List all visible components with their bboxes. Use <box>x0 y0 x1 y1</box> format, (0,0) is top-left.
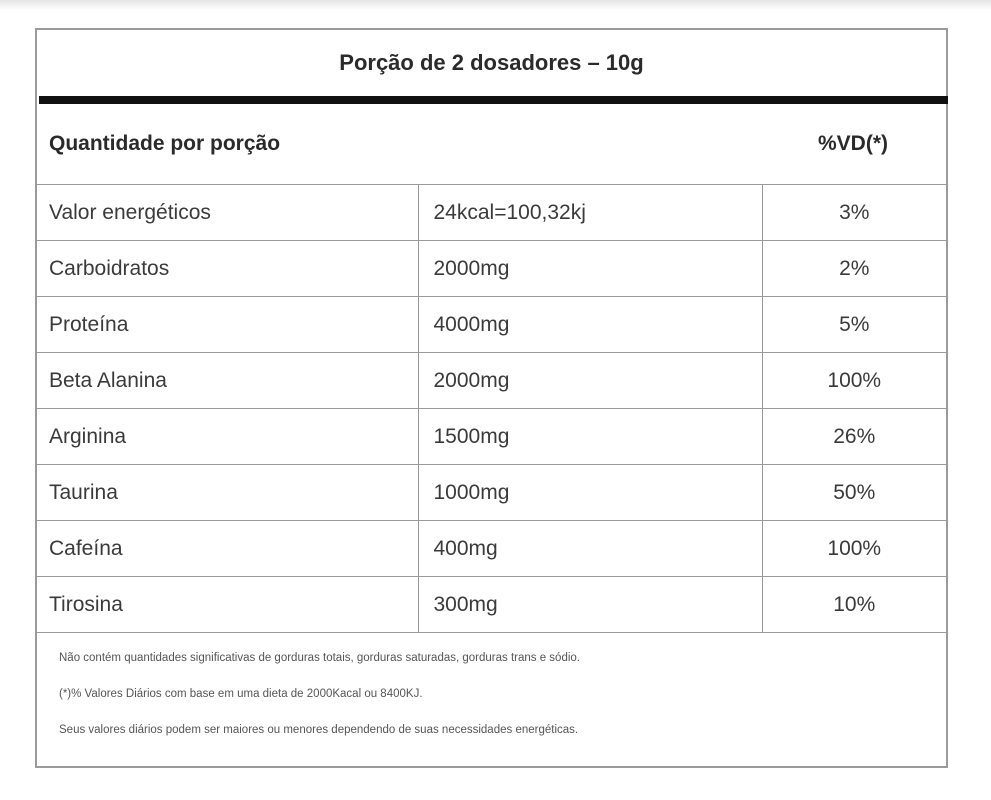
nutrient-amount: 2000mg <box>418 240 763 297</box>
nutrient-dv: 100% <box>762 352 946 409</box>
quantity-per-serving-label: Quantidade por porção <box>49 132 281 155</box>
nutrient-name: Taurina <box>37 464 419 521</box>
thick-divider <box>39 96 948 104</box>
table-row: Proteína 4000mg 5% <box>37 296 946 353</box>
nutrient-amount: 24kcal=100,32kj <box>418 185 763 241</box>
nutrient-name: Arginina <box>37 408 419 465</box>
nutrient-dv: 50% <box>762 464 946 521</box>
table-row: Carboidratos 2000mg 2% <box>37 240 946 297</box>
nutrient-amount: 300mg <box>418 576 763 633</box>
table-header: Quantidade por porção %VD(*) <box>37 104 946 185</box>
table-row: Taurina 1000mg 50% <box>37 464 946 521</box>
nutrient-name: Cafeína <box>37 520 419 577</box>
footnote-energy-needs: Seus valores diários podem ser maiores o… <box>59 724 579 736</box>
nutrient-dv: 10% <box>762 576 946 633</box>
nutrition-facts-table: Porção de 2 dosadores – 10g Quantidade p… <box>35 28 948 768</box>
nutrient-dv: 2% <box>762 240 946 297</box>
footnote-daily-values: (*)% Valores Diários com base em uma die… <box>59 688 423 700</box>
daily-value-label: %VD(*) <box>817 132 888 155</box>
nutrient-name: Carboidratos <box>37 240 419 297</box>
nutrient-amount: 1500mg <box>418 408 763 465</box>
nutrient-dv: 3% <box>762 185 946 241</box>
table-row: Cafeína 400mg 100% <box>37 520 946 577</box>
serving-title: Porção de 2 dosadores – 10g <box>339 50 644 75</box>
nutrient-dv: 100% <box>762 520 946 577</box>
table-row: Tirosina 300mg 10% <box>37 576 946 633</box>
nutrient-name: Valor energéticos <box>37 185 419 241</box>
nutrient-dv: 5% <box>762 296 946 353</box>
nutrient-dv: 26% <box>762 408 946 465</box>
nutrient-name: Proteína <box>37 296 419 353</box>
footnote-fats: Não contém quantidades significativas de… <box>59 652 580 664</box>
footnotes: Não contém quantidades significativas de… <box>37 633 946 761</box>
nutrient-amount: 2000mg <box>418 352 763 409</box>
nutrient-name: Tirosina <box>37 576 419 633</box>
nutrient-table: Valor energéticos 24kcal=100,32kj 3% Car… <box>37 185 946 633</box>
table-row: Valor energéticos 24kcal=100,32kj 3% <box>37 185 946 241</box>
nutrient-name: Beta Alanina <box>37 352 419 409</box>
nutrient-amount: 4000mg <box>418 296 763 353</box>
table-row: Beta Alanina 2000mg 100% <box>37 352 946 409</box>
table-row: Arginina 1500mg 26% <box>37 408 946 465</box>
top-shadow <box>0 0 991 10</box>
nutrient-amount: 1000mg <box>418 464 763 521</box>
nutrient-amount: 400mg <box>418 520 763 577</box>
